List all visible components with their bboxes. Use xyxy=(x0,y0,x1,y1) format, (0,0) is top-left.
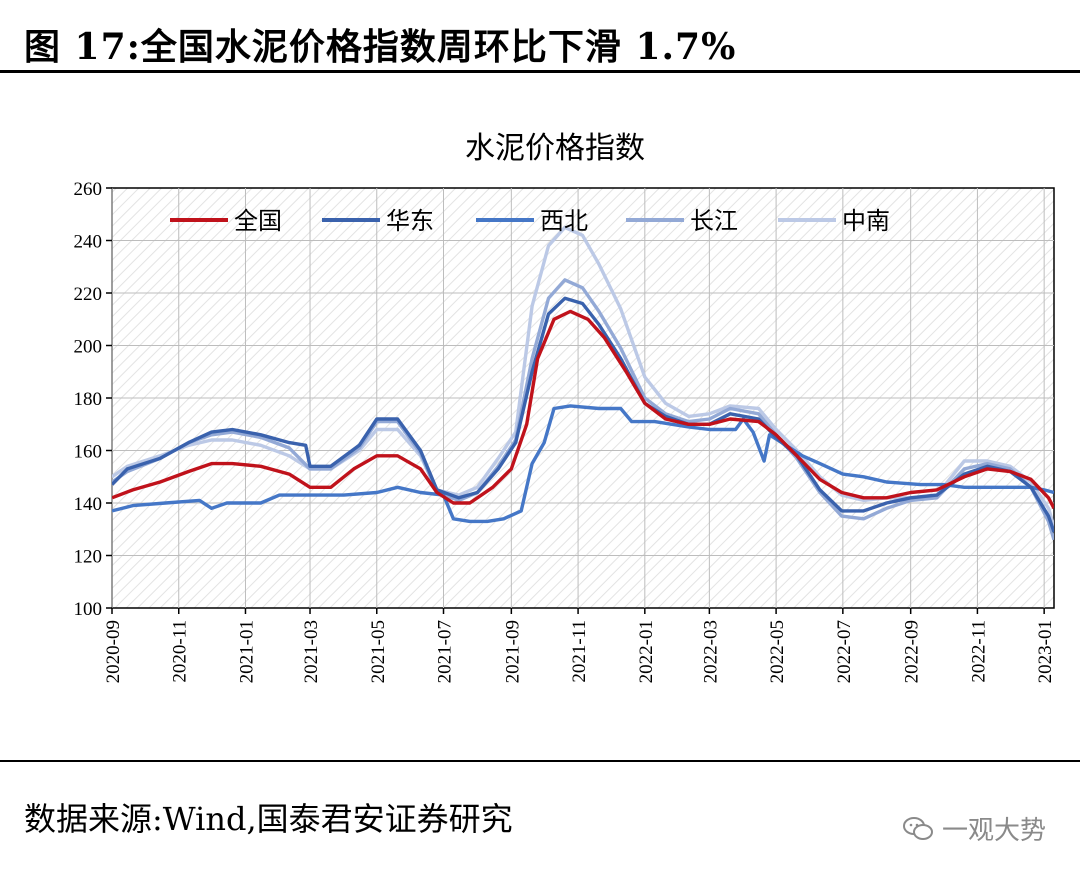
series-line-华东 xyxy=(112,296,1054,533)
y-tick-label: 140 xyxy=(74,494,103,515)
y-tick-label: 120 xyxy=(74,547,103,568)
x-tick-label: 2021-03 xyxy=(301,620,322,683)
series-lines xyxy=(112,225,1054,541)
x-tick-label: 2022-01 xyxy=(636,620,657,683)
legend: 全国 华东 西北 长江 中南 xyxy=(170,207,890,235)
y-axis: 100 120 140 160 180 200 220 240 260 xyxy=(74,179,112,620)
series-line-西北 xyxy=(112,404,1054,524)
y-tick-label: 180 xyxy=(74,389,103,410)
x-tick-label: 2020-09 xyxy=(103,620,124,683)
x-tick-label: 2021-01 xyxy=(236,620,257,683)
y-tick-label: 260 xyxy=(74,179,103,200)
y-tick-label: 200 xyxy=(74,337,103,358)
y-tick-label: 160 xyxy=(74,442,103,463)
chart-title: 水泥价格指数 xyxy=(465,131,645,166)
top-rule xyxy=(0,70,1080,73)
x-tick-label: 2022-03 xyxy=(700,620,721,683)
x-tick-label: 2022-05 xyxy=(767,620,788,683)
legend-label: 华东 xyxy=(386,207,434,235)
legend-label: 西北 xyxy=(540,207,588,235)
x-axis: 2020-09 2020-11 2021-01 2021-03 2021-05 2021-… xyxy=(103,608,1056,683)
x-tick-label: 2021-07 xyxy=(435,620,456,683)
bottom-rule xyxy=(0,760,1080,762)
y-tick-label: 220 xyxy=(74,284,103,305)
watermark: 一观大势 xyxy=(902,810,1046,847)
x-tick-label: 2022-07 xyxy=(834,620,855,683)
x-tick-label: 2021-05 xyxy=(368,620,389,683)
series-line-全国 xyxy=(112,309,1054,510)
legend-label: 全国 xyxy=(234,207,282,235)
x-tick-label: 2021-09 xyxy=(502,620,523,683)
gridlines xyxy=(111,188,1054,608)
legend-label: 长江 xyxy=(690,207,738,235)
x-tick-label: 2023-01 xyxy=(1035,620,1056,683)
x-tick-label: 2020-11 xyxy=(170,620,191,683)
legend-label: 中南 xyxy=(842,207,890,235)
x-tick-label: 2021-11 xyxy=(569,620,590,683)
x-tick-label: 2022-11 xyxy=(968,620,989,683)
y-tick-label: 100 xyxy=(74,599,103,620)
figure-title: 图 17:全国水泥价格指数周环比下滑 1.7% xyxy=(24,26,737,68)
source-note: 数据来源:Wind,国泰君安证券研究 xyxy=(24,800,513,838)
watermark-text: 一观大势 xyxy=(942,816,1047,846)
wechat-icon xyxy=(903,816,933,840)
y-tick-label: 240 xyxy=(74,232,103,253)
line-chart: 水泥价格指数 100 120 140 160 180 200 220 240 260 2020-… xyxy=(74,131,1057,683)
series-line-长江 xyxy=(112,278,1054,541)
x-tick-label: 2022-09 xyxy=(902,620,923,683)
